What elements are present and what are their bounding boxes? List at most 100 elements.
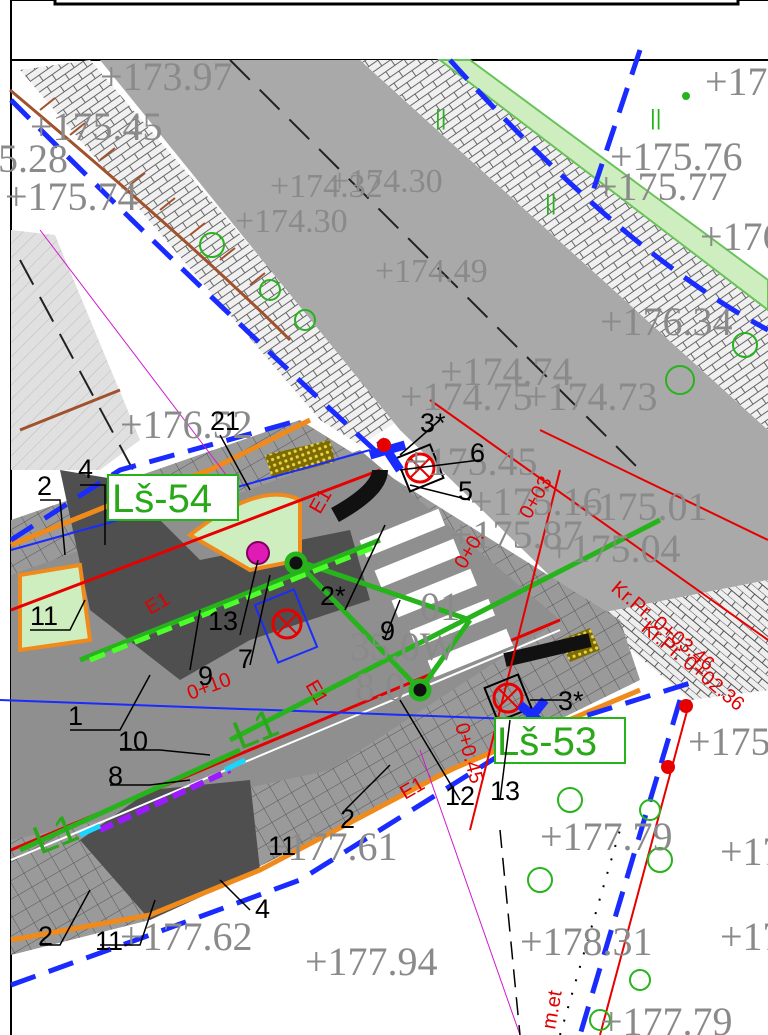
magenta-line: [39, 229, 231, 481]
spot-height: +176.: [700, 214, 768, 259]
callout: 7: [238, 644, 253, 674]
callout: 5: [458, 476, 473, 506]
utility-line: [599, 699, 691, 1035]
callout: 3*: [558, 686, 584, 716]
callout: 2: [37, 471, 52, 501]
spot-height: +175.45: [30, 104, 163, 149]
spot-height: +177.61: [265, 824, 398, 869]
sign-label-ls53: Lš-53: [494, 717, 626, 764]
callout: 3*: [420, 408, 446, 438]
cyan-segment-2: [223, 757, 247, 773]
sign-label-ls54: Lš-54: [107, 474, 239, 521]
boundary-line-3: [587, 49, 643, 201]
hydrant-icon: [246, 541, 270, 565]
spot-height: +174.30: [235, 203, 348, 240]
boundary-line-2: [448, 58, 768, 333]
callout: 8: [108, 761, 123, 791]
spot-height: +175.74: [5, 174, 138, 219]
embankment-ticks: [39, 97, 266, 286]
spot-height: +17: [720, 914, 768, 959]
blue-line-a: [0, 699, 541, 721]
sheet-frame: [10, 0, 768, 61]
road-centerline: [229, 59, 641, 471]
callout: 9: [198, 661, 213, 691]
lamp-icon-2: [408, 678, 432, 702]
callout-numbers: 2 4 11 21 13 9 7 1 10 8 2 11 4 2* 9 5 6 …: [30, 406, 584, 956]
spot-heights: +173.97 +175.45 5.28 +175.74 +174.32 +17…: [0, 54, 768, 1035]
sidewalk-lower-right: [590, 580, 768, 700]
grass-mark: ||: [650, 105, 661, 130]
magenta-line-2: [419, 749, 521, 1035]
callout: 10: [118, 726, 148, 756]
tree-icons: [199, 232, 758, 1031]
callout: 21: [210, 406, 240, 436]
traffic-sign-icon-bottom: [483, 673, 533, 723]
boundary-line-6: [577, 699, 683, 1035]
spot-height: +174.73: [525, 374, 658, 419]
callout: 2: [340, 804, 355, 834]
utility-node-2: [679, 699, 693, 713]
sign-cross-icon: [277, 614, 297, 634]
main-road: [100, 60, 768, 615]
spot-height: +177.94: [305, 939, 438, 984]
embankment-left: [19, 388, 121, 432]
callout: 12: [445, 781, 475, 811]
embankment: [9, 88, 292, 342]
red-station-line: [429, 399, 768, 641]
red-station-line-2: [469, 469, 561, 831]
green-cable-lines: [18, 517, 662, 853]
spot-height: 5.28: [0, 136, 68, 181]
marker-01: 01: [420, 584, 460, 629]
callout: 13: [208, 606, 238, 636]
tactile-paving-top: [265, 440, 335, 478]
callout: 2*: [320, 581, 346, 611]
spot-height: +173.97: [100, 54, 233, 99]
sidewalk-left: [20, 60, 400, 445]
green-dashed: [89, 542, 381, 663]
boundary-line-5: [10, 677, 701, 988]
callout: 13: [490, 776, 520, 806]
spot-height: +174.32: [270, 168, 383, 205]
grass-mark-2: ||: [435, 105, 446, 130]
spot-height: +175.77: [595, 164, 728, 209]
marker-8: 8.0: [355, 664, 405, 709]
asphalt-bottom: [80, 780, 260, 920]
asphalt-top: [60, 470, 370, 680]
red-edge-top: [10, 468, 381, 612]
spot-height: +174.49: [375, 253, 488, 290]
spot-height: +176.34: [600, 299, 733, 344]
crosswalk: [359, 508, 514, 678]
hatched-area: [11, 230, 140, 470]
spot-height: +175.01: [575, 484, 708, 529]
boundary-line-1: [9, 98, 382, 457]
spot-height: +17: [720, 829, 768, 874]
spot-height: +175.: [688, 719, 768, 764]
sign-box-icon: [253, 588, 319, 664]
red-station-line-3: [539, 429, 768, 541]
callout: 1: [68, 701, 83, 731]
callout: 11: [95, 926, 123, 956]
spot-height: +175.76: [610, 134, 743, 179]
purple-dashed: [98, 767, 232, 833]
spot-height: +175.16: [470, 479, 603, 524]
sign-label-text: Lš-54: [112, 477, 212, 521]
spot-height: +176.52: [120, 402, 253, 447]
utility-node: [661, 760, 675, 774]
spot-height: +174.74: [440, 349, 573, 394]
lamp-icon-1: [284, 551, 308, 575]
callout: 6: [470, 438, 485, 468]
callout: 4: [78, 454, 93, 484]
road-centerline-2: [19, 259, 161, 521]
spot-height: +177.62: [120, 914, 253, 959]
callout: 9: [380, 616, 395, 646]
white-edge-bottom: [10, 629, 561, 861]
title-block: [53, 0, 740, 6]
cyan-segment: [78, 823, 102, 838]
sign-label-text: Lš-53: [497, 720, 597, 764]
traffic-sign-icon-top: [395, 443, 445, 493]
callout-leaders: [30, 419, 565, 946]
sidewalk-right: [360, 60, 768, 430]
callout: 2: [38, 921, 53, 951]
sign-circle-icon: [271, 608, 303, 640]
